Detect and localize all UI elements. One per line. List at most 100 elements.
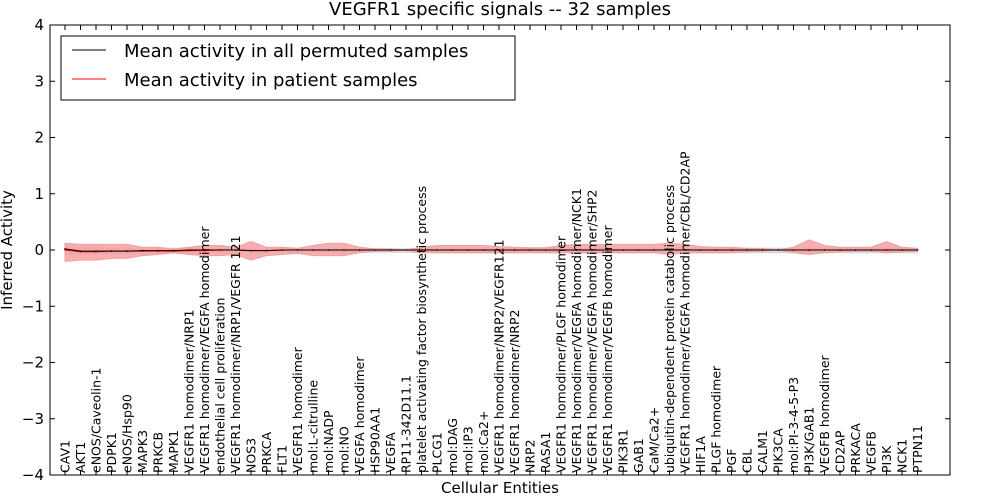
point-series-0-35 [606, 249, 609, 251]
point-series-0-47 [792, 249, 795, 251]
x-tick-label: VEGFB [864, 431, 879, 473]
x-tick-label: VEGFR1 homodimer/VEGFA homodimer/NCK1 [569, 188, 584, 473]
x-tick-label: VEGFR1 homodimer/NRP1 [182, 310, 197, 473]
x-tick-label: platelet activating factor biosynthetic … [414, 186, 429, 473]
point-series-0-43 [730, 249, 733, 251]
point-series-0-24 [436, 249, 438, 251]
point-series-0-30 [529, 249, 531, 251]
x-tick-label: MAPK1 [166, 430, 181, 473]
x-tick-label: VEGFR1 homodimer/NRP1/VEGFR 121 [228, 235, 243, 473]
y-axis-label: Inferred Activity [0, 190, 16, 310]
x-tick-label: CD2AP [833, 430, 848, 473]
legend-label-patient: Mean activity in patient samples [124, 70, 418, 91]
y-tick-label: 4 [34, 16, 44, 34]
point-series-0-53 [885, 249, 888, 251]
y-tick-label: −1 [22, 297, 44, 315]
x-tick-label: mol:PI-3-4-5-P3 [786, 377, 801, 473]
point-series-0-51 [854, 249, 857, 251]
x-tick-label: eNOS/Caveolin-1 [89, 368, 104, 473]
x-tick-label: FLT1 [275, 445, 290, 473]
x-tick-label: PLGF homodimer [709, 365, 724, 473]
point-series-0-28 [498, 249, 500, 251]
point-series-0-48 [808, 249, 810, 251]
point-series-0-33 [575, 249, 578, 251]
point-series-0-8 [188, 249, 190, 251]
y-tick-label: −3 [22, 410, 44, 428]
point-series-1-0 [64, 249, 66, 251]
point-series-0-2 [95, 250, 97, 252]
y-tick-label: 2 [34, 129, 44, 147]
x-tick-label: mol:NADP [321, 410, 336, 473]
point-series-0-15 [296, 249, 299, 251]
point-series-0-32 [560, 249, 562, 251]
x-tick-label: PRKCB [151, 432, 166, 473]
point-series-0-5 [141, 249, 144, 252]
x-tick-label: CALM1 [755, 430, 770, 473]
point-series-0-26 [467, 249, 469, 251]
x-tick-label: VEGFB homodimer [817, 354, 832, 473]
x-tick-label: PI3K [879, 445, 894, 473]
x-tick-label: mol:NO [337, 426, 352, 473]
x-tick-label: VEGFR1 homodimer [290, 346, 305, 473]
point-series-0-16 [312, 249, 314, 251]
point-series-0-13 [265, 249, 268, 252]
point-series-0-3 [110, 250, 113, 252]
x-tick-label: RP11-342D11.1 [399, 375, 414, 473]
point-series-0-54 [901, 249, 903, 251]
x-tick-label: VEGFA [383, 432, 398, 473]
point-series-0-34 [591, 249, 593, 251]
x-tick-label: RASA1 [538, 432, 553, 473]
point-series-0-0 [64, 248, 66, 250]
x-tick-label: PRKCA [259, 432, 274, 473]
x-tick-label: NCK1 [895, 439, 910, 473]
legend-label-permuted: Mean activity in all permuted samples [124, 41, 468, 62]
point-series-0-46 [777, 249, 779, 251]
x-tick-label: PTPN11 [910, 425, 925, 473]
point-series-0-9 [203, 249, 206, 251]
point-series-0-19 [358, 249, 361, 251]
point-series-0-6 [157, 249, 159, 252]
x-tick-label: MAPK3 [135, 430, 150, 473]
legend: Mean activity in all permuted samples Me… [60, 35, 516, 101]
point-series-0-4 [126, 250, 128, 252]
x-tick-label: NRP2 [523, 439, 538, 473]
line-series-0 [64, 248, 918, 252]
x-tick-label: eNOS/Hsp90 [120, 394, 135, 473]
point-series-0-22 [405, 249, 407, 251]
x-tick-label: VEGFR1 homodimer/VEGFA homodimer/CBL/CD2… [678, 151, 693, 473]
point-series-0-20 [374, 249, 376, 251]
x-tick-label: PRKACA [848, 423, 863, 473]
x-tick-label: CAV1 [58, 440, 73, 473]
y-tick-label: −2 [22, 354, 44, 372]
point-series-0-52 [870, 249, 872, 251]
x-tick-label: ubiquitin-dependent protein catabolic pr… [662, 185, 677, 473]
point-series-0-50 [839, 249, 841, 251]
point-series-0-38 [653, 249, 655, 251]
point-series-0-49 [823, 249, 826, 251]
x-tick-label: VEGFR1 homodimer/VEGFB homodimer [600, 225, 615, 473]
x-tick-label: PDPK1 [104, 432, 119, 473]
x-tick-label: PGF [724, 449, 739, 473]
point-series-0-21 [389, 249, 392, 251]
point-series-0-18 [343, 249, 345, 251]
x-tick-label: AKT1 [73, 442, 88, 473]
y-tick-label: 0 [34, 241, 44, 259]
point-series-0-1 [79, 250, 82, 252]
x-tick-label: PIK3CA [771, 428, 786, 473]
point-series-0-55 [916, 249, 919, 251]
point-series-0-45 [761, 249, 764, 251]
x-tick-label: VEGFR1 homodimer/NRP2/VEGFR121 [492, 239, 507, 473]
x-tick-label: VEGFR1 homodimer/VEGFA homodimer/SHP2 [585, 189, 600, 473]
point-series-0-44 [746, 249, 748, 251]
x-tick-label: HSP90AA1 [368, 407, 383, 473]
x-tick-label: VEGFR1 homodimer/VEGFA homodimer [197, 226, 212, 473]
point-series-0-29 [513, 249, 516, 251]
point-series-0-40 [684, 249, 686, 251]
x-tick-label: NOS3 [244, 438, 259, 473]
point-series-0-37 [637, 249, 640, 251]
x-tick-label: mol:IP3 [461, 426, 476, 473]
point-series-0-39 [668, 249, 671, 251]
x-tick-label: PLCG1 [430, 432, 445, 473]
point-series-0-23 [420, 249, 423, 251]
